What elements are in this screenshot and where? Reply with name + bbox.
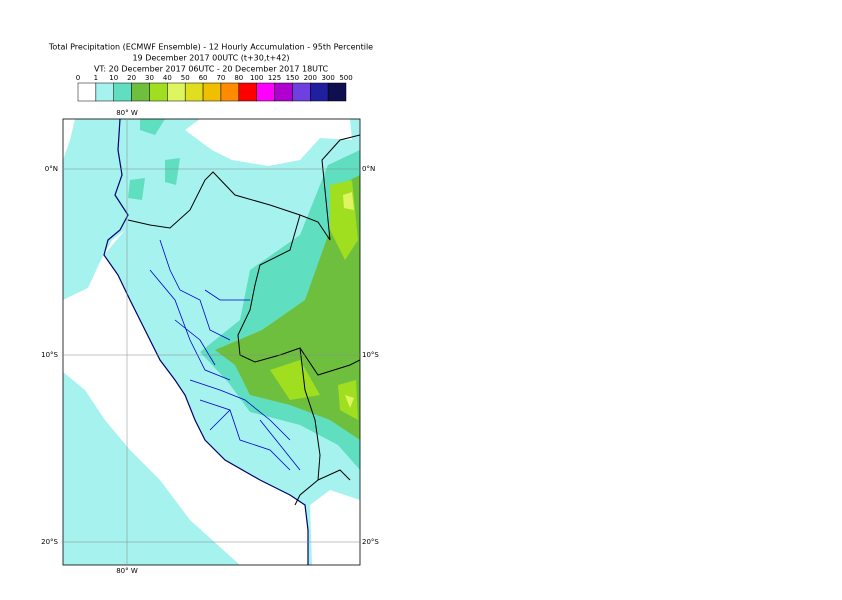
lat-label: 20°S: [362, 538, 379, 546]
legend-label: 50: [181, 74, 190, 82]
dry-area: [185, 119, 352, 166]
legend-swatch: [292, 82, 311, 102]
legend-label: 70: [216, 74, 225, 82]
legend-swatch: [95, 82, 114, 102]
map: [63, 119, 360, 565]
legend-label: 125: [268, 74, 281, 82]
dry-area: [63, 119, 75, 160]
lat-label: 0°N: [362, 165, 375, 173]
legend-label: 500: [339, 74, 352, 82]
legend-swatch: [220, 82, 240, 102]
lat-label: 20°S: [41, 538, 58, 546]
legend-swatch: [113, 82, 132, 102]
legend-label: 80: [234, 74, 243, 82]
legend-label: 30: [145, 74, 154, 82]
legend-swatch: [310, 82, 329, 102]
legend-swatch: [256, 82, 275, 102]
lon-label: 80° W: [116, 567, 138, 575]
dry-area: [310, 490, 360, 565]
title-line: VT: 20 December 2017 06UTC - 20 December…: [94, 65, 328, 74]
region-border: [149, 239, 301, 471]
lat-label: 10°S: [362, 351, 379, 359]
legend-label: 40: [163, 74, 172, 82]
map-frame: [62, 118, 361, 566]
coastline: [103, 119, 309, 565]
legend-label: 1: [94, 74, 98, 82]
legend-swatch: [238, 82, 257, 102]
title-line: 19 December 2017 00UTC (t+30,t+42): [132, 54, 289, 63]
precip-20: [215, 175, 360, 440]
legend-label: 60: [199, 74, 208, 82]
precip-30: [270, 180, 358, 420]
legend-label: 100: [250, 74, 263, 82]
legend-label: 300: [321, 74, 334, 82]
legend-swatch: [202, 82, 222, 102]
legend-label: 20: [127, 74, 136, 82]
legend-swatch: [167, 82, 186, 102]
legend-swatch: [149, 82, 168, 102]
legend-swatch: [184, 82, 204, 102]
legend-swatch: [131, 82, 150, 102]
legend-label: 10: [109, 74, 118, 82]
title-line: Total Precipitation (ECMWF Ensemble) - 1…: [48, 43, 373, 52]
legend-label: 150: [286, 74, 299, 82]
legend-swatch: [274, 82, 293, 102]
legend-swatch: [327, 82, 347, 102]
legend-swatch: [77, 82, 97, 102]
legend-label: 0: [76, 74, 80, 82]
precip-10: [128, 119, 180, 200]
lat-label: 10°S: [41, 351, 58, 359]
lon-label: 80° W: [116, 109, 138, 117]
lat-label: 0°N: [45, 165, 58, 173]
legend-label: 200: [304, 74, 317, 82]
